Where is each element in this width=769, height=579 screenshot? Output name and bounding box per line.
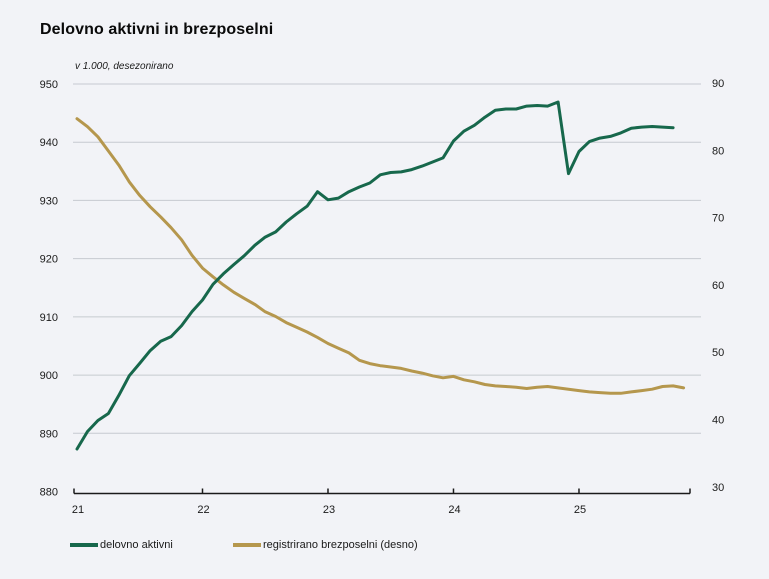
series-line-registrirano-brezposelni bbox=[75, 117, 686, 395]
right-axis-tick-label: 80 bbox=[712, 145, 724, 157]
x-axis-tick-label: 25 bbox=[574, 504, 586, 516]
x-axis-tick-label: 23 bbox=[323, 504, 335, 516]
legend-label: registrirano brezposelni (desno) bbox=[263, 539, 418, 551]
left-axis-tick-label: 940 bbox=[40, 137, 58, 149]
legend-item-registrirano-brezposelni: registrirano brezposelni (desno) bbox=[233, 539, 418, 551]
right-axis-tick-label: 60 bbox=[712, 280, 724, 292]
legend-color-swatch bbox=[233, 543, 261, 547]
left-axis-tick-label: 890 bbox=[40, 428, 58, 440]
x-axis-tick-label: 24 bbox=[448, 504, 460, 516]
right-axis-tick-label: 40 bbox=[712, 415, 724, 427]
chart-subtitle-note: v 1.000, desezonirano bbox=[75, 61, 174, 72]
legend-item-delovno-aktivni: delovno aktivni bbox=[70, 539, 173, 551]
left-axis-tick-label: 920 bbox=[40, 254, 58, 266]
right-axis-tick-label: 70 bbox=[712, 213, 724, 225]
legend-color-swatch bbox=[70, 543, 98, 547]
left-axis-tick-label: 900 bbox=[40, 370, 58, 382]
series-line-delovno-aktivni bbox=[75, 100, 675, 451]
legend-label: delovno aktivni bbox=[100, 539, 173, 551]
x-axis-tick-label: 21 bbox=[72, 504, 84, 516]
left-axis-tick-label: 930 bbox=[40, 195, 58, 207]
x-axis-tick-label: 22 bbox=[197, 504, 209, 516]
right-axis-tick-label: 50 bbox=[712, 347, 724, 359]
left-axis-tick-label: 880 bbox=[40, 486, 58, 498]
chart-title: Delovno aktivni in brezposelni bbox=[40, 21, 274, 38]
right-axis-tick-label: 30 bbox=[712, 482, 724, 494]
left-axis-tick-label: 910 bbox=[40, 312, 58, 324]
right-axis-tick-label: 90 bbox=[712, 78, 724, 90]
left-axis-tick-label: 950 bbox=[40, 79, 58, 91]
